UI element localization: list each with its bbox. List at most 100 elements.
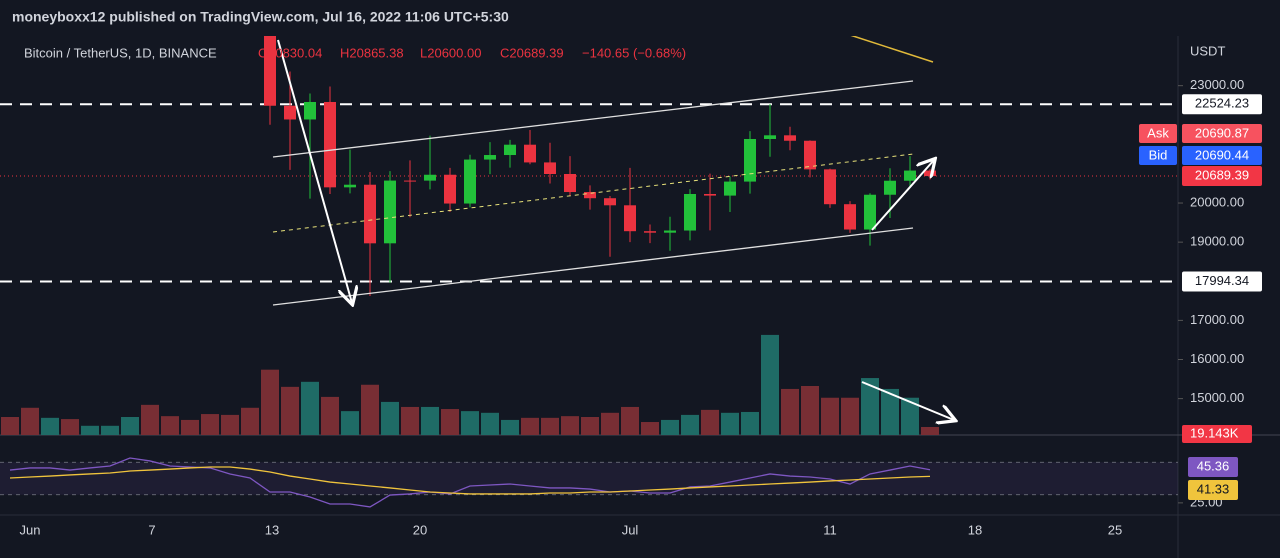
candle-body [844, 204, 856, 230]
candle-body [324, 101, 336, 188]
volume-bar [521, 417, 539, 435]
overlay: 22524.23 17994.34 20689.39 19.143K [1182, 94, 1262, 443]
rsi-line [9, 457, 931, 508]
drawings [272, 34, 954, 420]
volume-bar [281, 386, 299, 435]
candle-body [784, 135, 796, 141]
volume-bar [741, 411, 759, 435]
volume-bar [601, 412, 619, 435]
volume-bar [681, 414, 699, 435]
time-axis-label: 20 [413, 522, 427, 537]
bid-value: 20690.44 [1195, 147, 1249, 162]
volume-bar [81, 425, 99, 435]
last-price-box [1182, 166, 1262, 187]
time-axis-label: 11 [823, 522, 837, 537]
rsi-value-box [1188, 480, 1238, 500]
volume-label: 19.143K [1190, 425, 1239, 440]
candle-body [304, 101, 316, 120]
candle-body [524, 144, 536, 163]
moving-average [849, 34, 934, 63]
candle-body [484, 155, 496, 160]
volume-bar [461, 411, 479, 435]
volume-bar [441, 409, 459, 435]
ask-value: 20690.87 [1195, 125, 1249, 140]
candle-body [704, 193, 716, 196]
volume-bar [761, 334, 779, 435]
volume-bar [721, 412, 739, 435]
rsi-value-label: 45.36 [1197, 458, 1230, 473]
candle-body [604, 198, 616, 206]
volume-bar [301, 381, 319, 435]
volume-bar [21, 407, 39, 435]
volume-bar [141, 404, 159, 435]
bid-box [1182, 146, 1262, 165]
volume-bar [541, 417, 559, 435]
y-tick-label: 16000.00 [1190, 351, 1244, 366]
rsi-band [0, 462, 1178, 495]
candle-body [864, 194, 876, 230]
level-label: 17994.34 [1195, 273, 1249, 288]
volume-bar [701, 409, 719, 435]
candle-body [424, 174, 436, 181]
level-label: 22524.23 [1195, 96, 1249, 111]
candle-body [824, 169, 836, 205]
legend-high: H20865.38 [340, 45, 404, 60]
volume-bar [361, 384, 379, 435]
volume-bar [61, 419, 79, 435]
arrow-down [277, 39, 352, 303]
last-price-label: 20689.39 [1195, 167, 1249, 182]
volume-bar [561, 416, 579, 435]
candle-body [264, 20, 276, 106]
candle-body [444, 174, 456, 204]
channel-lower [272, 227, 914, 306]
time-axis-label: Jun [20, 522, 41, 537]
volume-bar [901, 397, 919, 435]
candle-body [924, 170, 936, 177]
volume-bar [161, 416, 179, 435]
level-box [1182, 94, 1262, 115]
candle-body [584, 192, 596, 199]
candle-body [804, 140, 816, 170]
candle-body [464, 159, 476, 204]
ask-box [1182, 124, 1262, 143]
candle-body [564, 174, 576, 193]
volume-bar [181, 419, 199, 435]
bid-tag [1139, 146, 1177, 165]
volume-bar [861, 378, 879, 435]
candle-body [364, 184, 376, 244]
candle-body [744, 138, 756, 182]
candle-body [884, 180, 896, 195]
candle-body [904, 170, 916, 181]
y-tick-label: 20000.00 [1190, 194, 1244, 209]
volume-bar [921, 426, 939, 435]
candle-body [764, 135, 776, 139]
volume-bar [401, 406, 419, 435]
y-tick-label: 15000.00 [1190, 390, 1244, 405]
volume-bar [661, 419, 679, 435]
time-axis-label: 18 [968, 522, 982, 537]
candle-body [544, 162, 556, 174]
candle-body [644, 231, 656, 233]
legend-close: C20689.39 [500, 45, 564, 60]
volume-bar [801, 386, 819, 435]
volume-bar [641, 422, 659, 435]
volume-bar [1, 416, 19, 435]
volume-bar [581, 416, 599, 435]
candle-body [724, 181, 736, 196]
volume-bar [781, 388, 799, 435]
y-tick-label: 19000.00 [1190, 234, 1244, 249]
price-pane [0, 20, 1178, 435]
candle-body [284, 105, 296, 120]
volume-bar [241, 407, 259, 435]
ask-label: Ask [1147, 125, 1169, 140]
volume-bar [221, 414, 239, 435]
volume-bar [381, 401, 399, 435]
time-axis-label: 13 [265, 522, 279, 537]
candle-body [384, 180, 396, 244]
rsi-value-box [1188, 457, 1238, 477]
volume-bar [321, 396, 339, 435]
volume-bar [481, 412, 499, 435]
volume-bar [101, 425, 119, 435]
